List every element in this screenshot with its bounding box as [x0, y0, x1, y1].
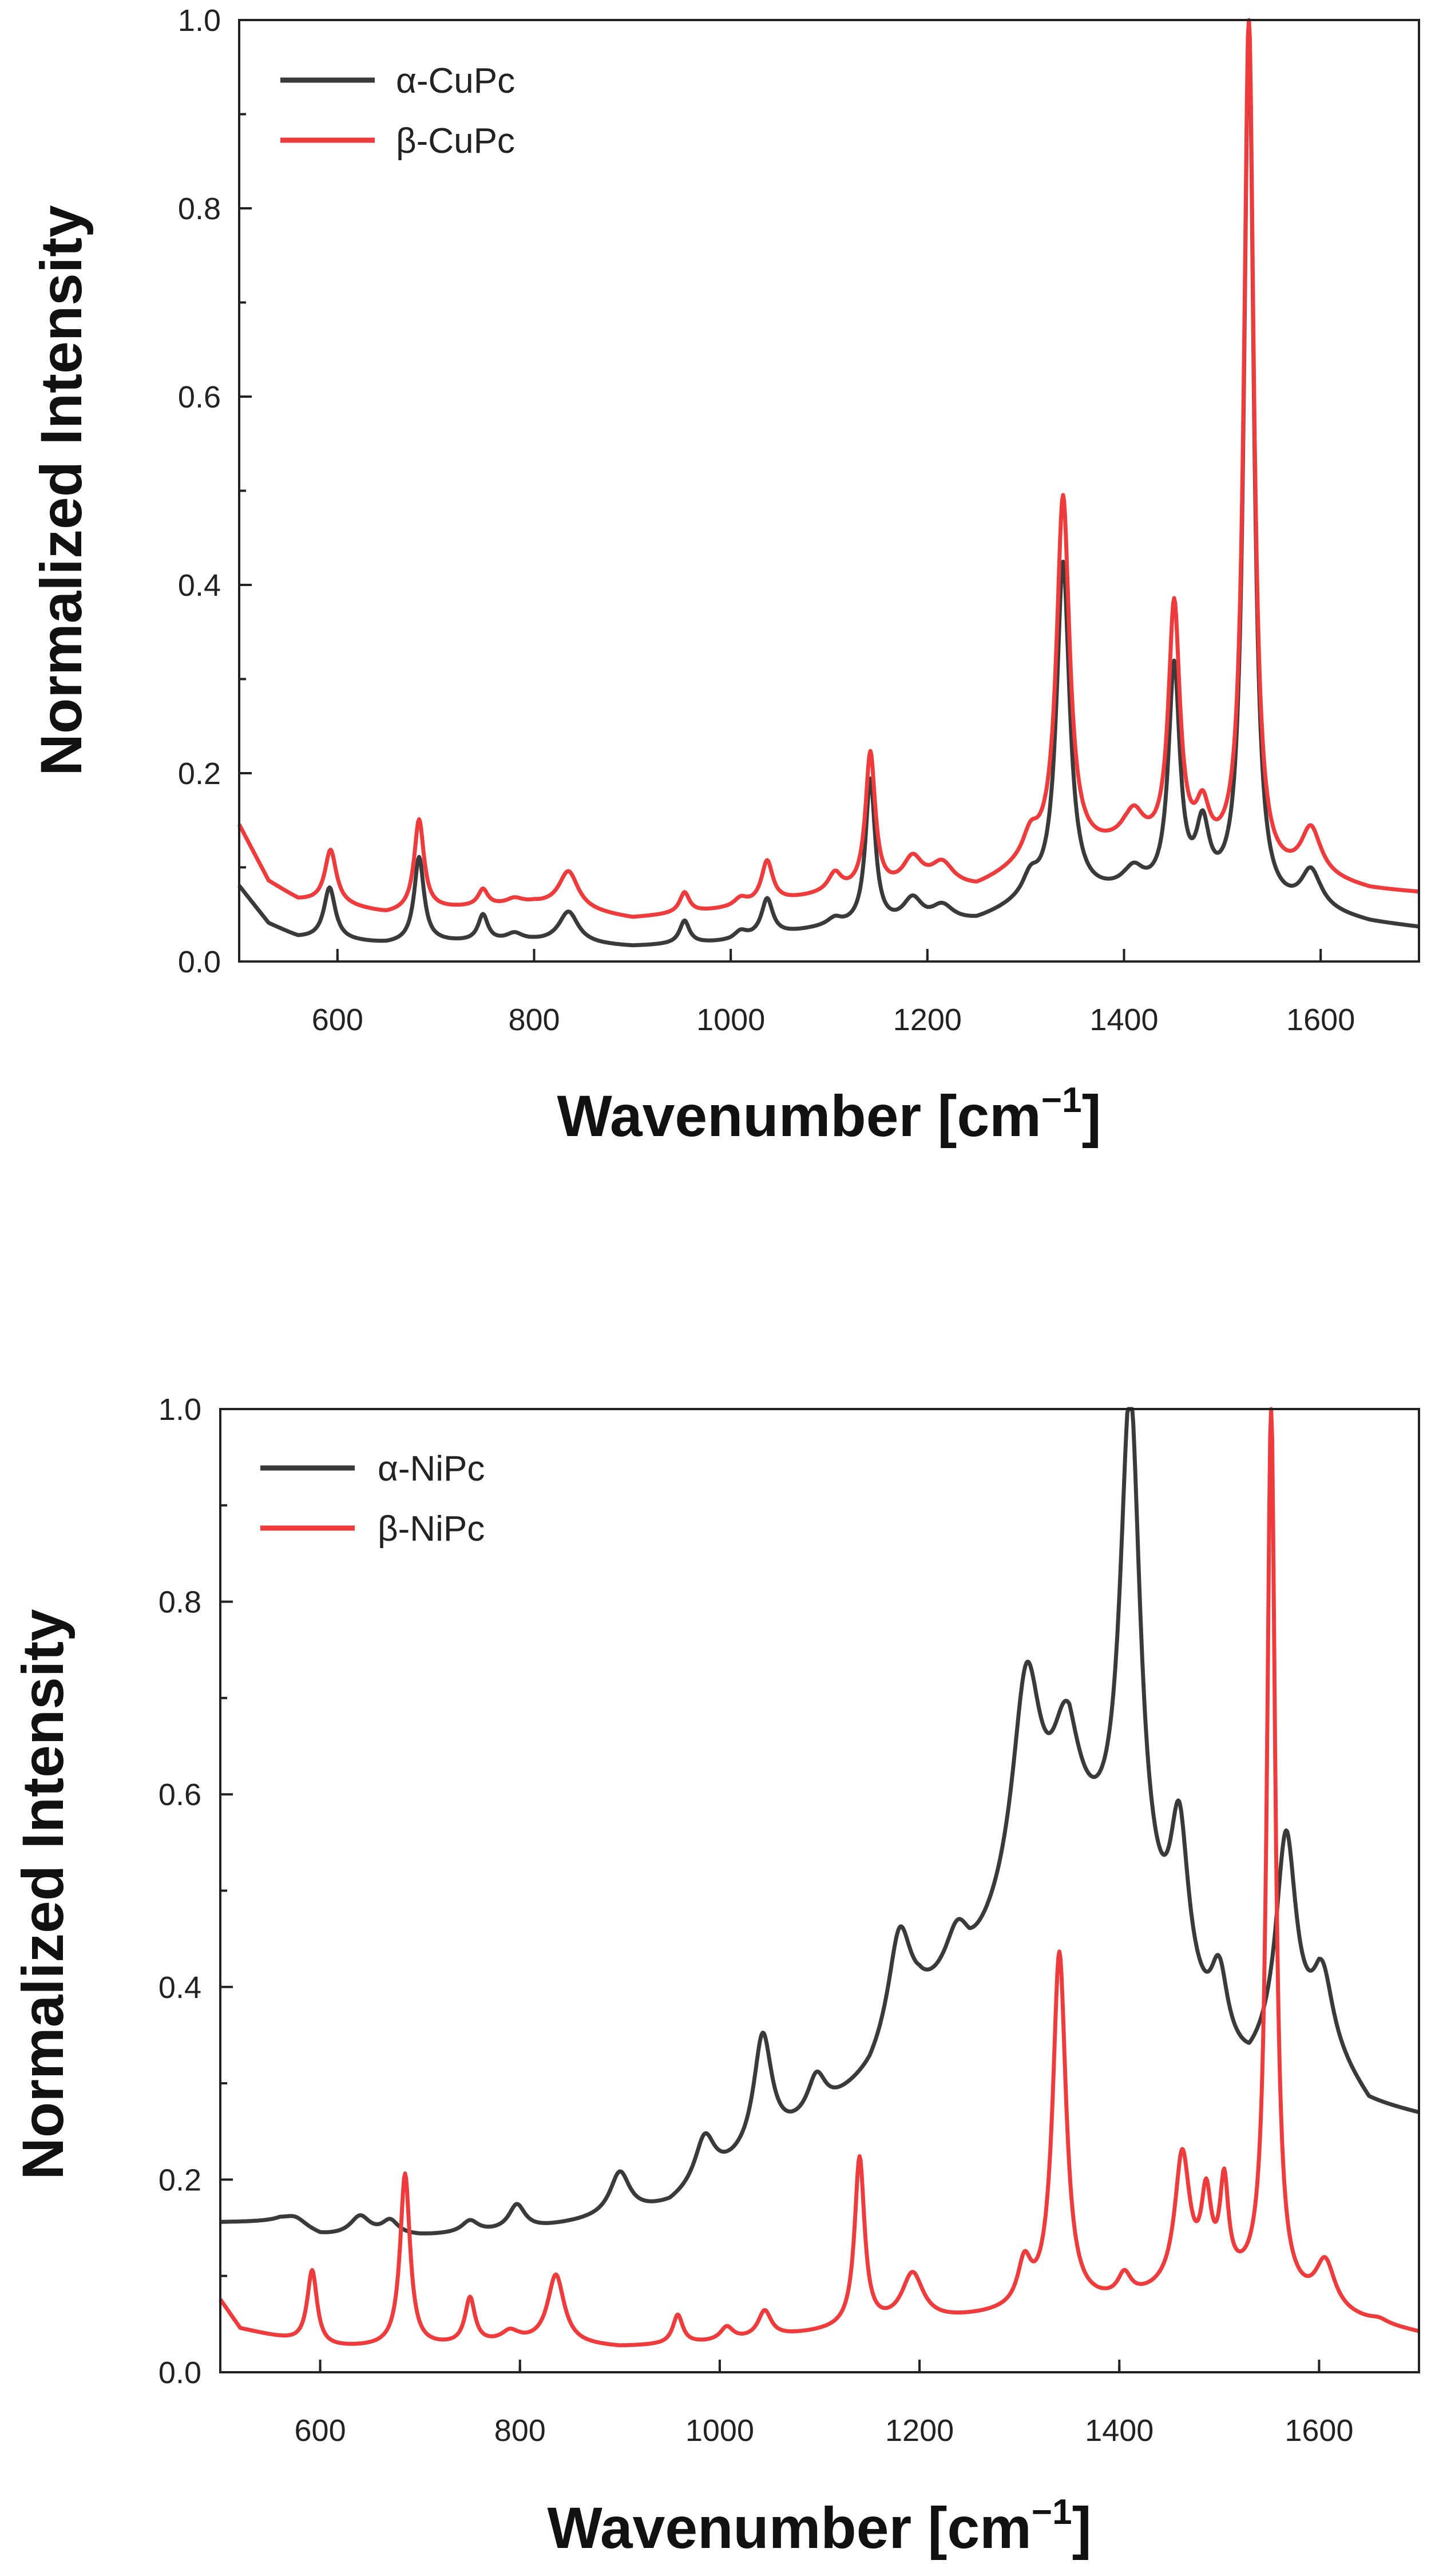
x-axis-title: Wavenumber [cm−1] — [547, 2492, 1091, 2561]
y-tick-label: 1.0 — [178, 3, 221, 38]
legend-label-beta-nipc: β-NiPc — [378, 1509, 485, 1549]
y-tick-label: 0.2 — [178, 757, 221, 791]
x-axis-title-text: Wavenumber [cm — [557, 1083, 1041, 1149]
series-line-alpha — [237, 21, 1420, 948]
x-tick-label: 600 — [295, 2413, 346, 2448]
chart-panel-cupc: 600 800 1000 1200 1400 1600 0.0 0.2 0.4 0.6 0.8 1.… — [29, 3, 1420, 1149]
x-axis-title-bracket: ] — [1072, 2495, 1092, 2561]
legend-label-beta-cupc: β-CuPc — [396, 121, 515, 161]
x-axis-title-superscript: −1 — [1041, 1081, 1082, 1120]
x-tick-label: 1600 — [1286, 1003, 1355, 1037]
series-line-beta — [219, 1407, 1420, 2348]
chart-panel-nipc: 600 800 1000 1200 1400 1600 0.0 0.2 0.4 0.6 0.8 1.… — [10, 1392, 1420, 2561]
x-axis-ticks: 600 800 1000 1200 1400 1600 — [312, 949, 1355, 1037]
y-tick-label: 0.2 — [158, 2163, 201, 2197]
y-tick-label: 0.4 — [158, 1970, 201, 2005]
y-axis-ticks: 0.0 0.2 0.4 0.6 0.8 1.0 — [178, 3, 252, 979]
y-axis-title: Normalized Intensity — [29, 205, 94, 776]
legend-label-alpha-cupc: α-CuPc — [396, 61, 515, 101]
x-tick-label: 1000 — [685, 2413, 754, 2448]
y-tick-label: 0.6 — [178, 380, 221, 414]
x-tick-label: 1200 — [893, 1003, 962, 1037]
y-tick-label: 0.8 — [178, 192, 221, 226]
x-axis-title: Wavenumber [cm−1] — [557, 1081, 1101, 1149]
series-line-beta — [237, 18, 1420, 919]
y-tick-label: 0.6 — [158, 1778, 201, 1812]
y-axis-title: Normalized Intensity — [10, 1609, 76, 2180]
series-line-alpha — [219, 1407, 1420, 2235]
x-tick-label: 1400 — [1089, 1003, 1158, 1037]
y-axis-ticks: 0.0 0.2 0.4 0.6 0.8 1.0 — [158, 1392, 233, 2390]
series-lines — [237, 18, 1420, 948]
legend-label-alpha-nipc: α-NiPc — [378, 1449, 485, 1489]
x-tick-label: 600 — [312, 1003, 363, 1037]
x-tick-label: 1200 — [885, 2413, 954, 2448]
y-tick-label: 0.8 — [158, 1585, 201, 1620]
y-tick-label: 1.0 — [158, 1392, 201, 1427]
x-axis-title-text: Wavenumber [cm — [547, 2495, 1031, 2561]
x-axis-ticks: 600 800 1000 1200 1400 1600 — [295, 2360, 1353, 2448]
x-tick-label: 800 — [508, 1003, 560, 1037]
x-tick-label: 800 — [494, 2413, 546, 2448]
x-axis-title-superscript: −1 — [1032, 2492, 1072, 2532]
y-tick-label: 0.0 — [158, 2356, 201, 2390]
y-tick-label: 0.4 — [178, 568, 221, 603]
series-lines — [219, 1407, 1420, 2348]
x-tick-label: 1600 — [1285, 2413, 1353, 2448]
x-tick-label: 1000 — [696, 1003, 765, 1037]
x-tick-label: 1400 — [1085, 2413, 1153, 2448]
y-tick-label: 0.0 — [178, 945, 221, 979]
x-axis-title-bracket: ] — [1082, 1083, 1101, 1149]
